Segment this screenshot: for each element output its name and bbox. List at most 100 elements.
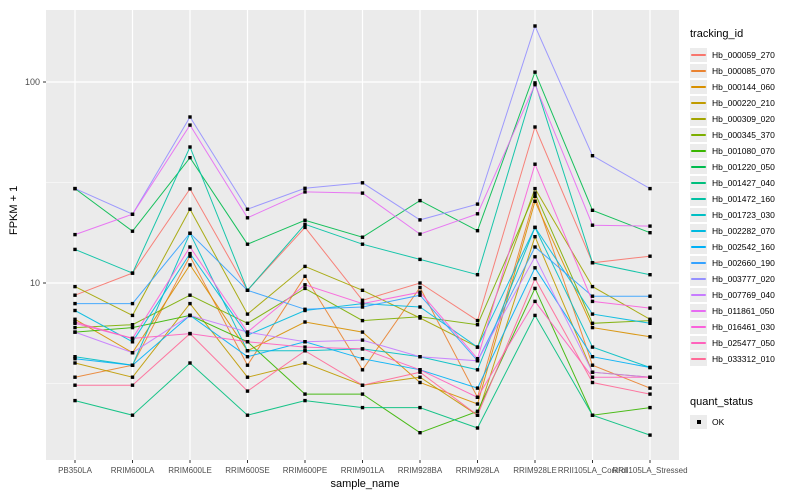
- data-point: [533, 225, 537, 230]
- legend-label: Hb_000085_070: [712, 66, 775, 76]
- data-point: [360, 288, 365, 292]
- legend-key: [690, 160, 707, 174]
- legend-key: [690, 304, 707, 318]
- legend-line-swatch: [691, 230, 706, 232]
- data-point: [533, 162, 537, 166]
- legend-line-swatch: [691, 358, 706, 360]
- data-point: [245, 312, 250, 316]
- data-point: [73, 330, 77, 334]
- data-point: [360, 330, 365, 334]
- data-point: [533, 186, 537, 191]
- legend-item-Hb_001080_070: Hb_001080_070: [690, 143, 798, 159]
- legend-item-Hb_001427_040: Hb_001427_040: [690, 175, 798, 191]
- y-tick-label: 10: [30, 278, 40, 288]
- legend-item-Hb_025477_050: Hb_025477_050: [690, 335, 798, 351]
- data-point: [590, 294, 595, 298]
- data-point: [533, 83, 537, 87]
- data-point: [303, 218, 307, 222]
- legend-line-swatch: [691, 246, 706, 248]
- data-point: [648, 254, 652, 258]
- legend-line-swatch: [691, 278, 706, 280]
- data-point: [590, 325, 595, 330]
- legend-label: Hb_025477_050: [712, 338, 775, 348]
- data-point: [245, 413, 250, 417]
- data-point: [533, 125, 537, 129]
- data-point: [648, 386, 652, 390]
- legend-key: [690, 208, 707, 222]
- data-point: [303, 190, 307, 194]
- data-point: [418, 380, 422, 385]
- data-point: [245, 333, 250, 337]
- data-point: [73, 301, 77, 306]
- data-point: [73, 186, 77, 191]
- data-point: [418, 293, 422, 297]
- legend-line-swatch: [691, 342, 706, 344]
- legend-key: [690, 320, 707, 334]
- data-point: [475, 273, 480, 277]
- x-tick-label: RRIM600LE: [168, 466, 212, 475]
- tracking-id-legend: tracking_id Hb_000059_270 Hb_000085_070 Hb…: [690, 28, 798, 367]
- data-point: [130, 229, 135, 233]
- data-point: [533, 24, 537, 28]
- data-point: [648, 365, 652, 370]
- data-point: [188, 313, 192, 318]
- series-points-Hb_001427_040: [73, 313, 652, 437]
- data-point: [360, 338, 365, 342]
- data-point: [418, 305, 422, 309]
- series-points-Hb_033312_010: [73, 277, 652, 417]
- legend-key: [690, 224, 707, 238]
- legend-line-swatch: [691, 310, 706, 312]
- legend-label: Hb_033312_010: [712, 354, 775, 364]
- data-point: [130, 313, 135, 318]
- data-point: [73, 320, 77, 324]
- data-point: [303, 398, 307, 403]
- data-point: [130, 212, 135, 216]
- data-point: [360, 298, 365, 302]
- legend-key: [690, 256, 707, 270]
- legend-line-swatch: [691, 262, 706, 264]
- data-point: [73, 375, 77, 379]
- data-point: [418, 218, 422, 222]
- data-point: [188, 123, 192, 127]
- data-point: [648, 433, 652, 437]
- y-axis-title: FPKM + 1: [8, 185, 20, 235]
- data-point: [533, 266, 537, 270]
- legend-key: [690, 192, 707, 206]
- quant-status-legend: quant_status OK: [690, 396, 798, 430]
- legend-label: Hb_000309_020: [712, 114, 775, 124]
- data-point: [590, 284, 595, 289]
- legend-line-swatch: [691, 150, 706, 152]
- quant-status-legend-title: quant_status: [690, 396, 753, 408]
- legend-item-Hb_000345_370: Hb_000345_370: [690, 127, 798, 143]
- data-point: [245, 330, 250, 334]
- data-point: [590, 380, 595, 385]
- data-point: [73, 284, 77, 289]
- legend-key: [690, 144, 707, 158]
- x-tick-label: RRIM928LE: [513, 466, 557, 475]
- data-point: [590, 370, 595, 374]
- data-point: [475, 229, 480, 233]
- data-point: [533, 194, 537, 198]
- data-point: [73, 317, 77, 321]
- data-point: [418, 405, 422, 410]
- data-point: [73, 383, 77, 387]
- legend-item-Hb_011861_050: Hb_011861_050: [690, 303, 798, 319]
- legend-line-swatch: [691, 134, 706, 136]
- data-point: [475, 357, 480, 361]
- data-point: [590, 355, 595, 359]
- data-point: [188, 254, 192, 258]
- data-point: [73, 247, 77, 252]
- data-point: [533, 81, 537, 85]
- data-point: [188, 293, 192, 297]
- legend-key: [690, 352, 707, 366]
- data-point: [130, 336, 135, 341]
- data-point: [188, 251, 192, 256]
- legend-label: Hb_001220_050: [712, 162, 775, 172]
- y-tick-label: 100: [25, 77, 40, 87]
- data-point: [418, 375, 422, 379]
- legend-label: Hb_001080_070: [712, 146, 775, 156]
- data-point: [245, 216, 250, 220]
- data-point: [73, 293, 77, 297]
